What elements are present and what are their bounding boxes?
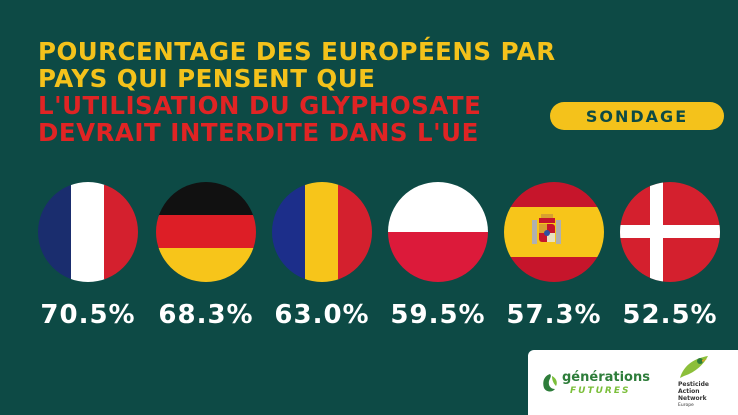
survey-badge: SONDAGE [550,102,724,130]
headline: POURCENTAGE DES EUROPÉENS PAR PAYS QUI P… [38,38,558,146]
generations-futures-name: générations [562,370,650,385]
flag-row [0,182,738,282]
germany-percentage: 68.3% [158,300,254,330]
spain-percentage: 57.3% [506,300,602,330]
poland-flag-icon [388,182,488,282]
generations-futures-logo: générations FUTURES [540,364,650,404]
germany-flag-icon [156,182,256,282]
france-percentage: 70.5% [40,300,136,330]
headline-line-1: POURCENTAGE DES EUROPÉENS PAR [38,37,556,66]
spain-flag-icon [504,182,604,282]
romania-flag-icon [272,182,372,282]
pan-europe-text: Pesticide Action Network Europe [678,381,709,408]
leaf-icon [543,374,557,392]
pan-europe-logo: Pesticide Action Network Europe [676,354,731,412]
romania-percentage: 63.0% [274,300,370,330]
headline-line-3: L'UTILISATION DU GLYPHOSATE [38,91,482,120]
headline-line-4: DEVRAIT INTERDITE DANS L'UE [38,118,479,147]
denmark-flag-icon [620,182,720,282]
france-flag-icon [38,182,138,282]
partner-logos: générations FUTURES Pesticide Action Net… [528,350,738,415]
generations-futures-sub: FUTURES [570,386,631,396]
headline-line-2: PAYS QUI PENSENT QUE [38,64,376,93]
poland-percentage: 59.5% [390,300,486,330]
bird-leaf-icon [680,356,708,378]
denmark-percentage: 52.5% [622,300,718,330]
